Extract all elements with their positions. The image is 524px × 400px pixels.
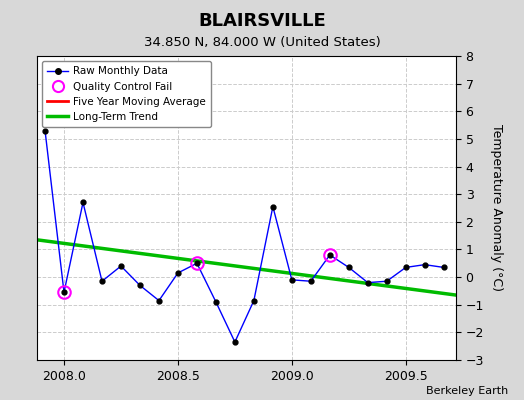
Legend: Raw Monthly Data, Quality Control Fail, Five Year Moving Average, Long-Term Tren: Raw Monthly Data, Quality Control Fail, … bbox=[42, 61, 211, 127]
Text: Berkeley Earth: Berkeley Earth bbox=[426, 386, 508, 396]
Text: 34.850 N, 84.000 W (United States): 34.850 N, 84.000 W (United States) bbox=[144, 36, 380, 49]
Text: BLAIRSVILLE: BLAIRSVILLE bbox=[198, 12, 326, 30]
Y-axis label: Temperature Anomaly (°C): Temperature Anomaly (°C) bbox=[490, 124, 504, 292]
